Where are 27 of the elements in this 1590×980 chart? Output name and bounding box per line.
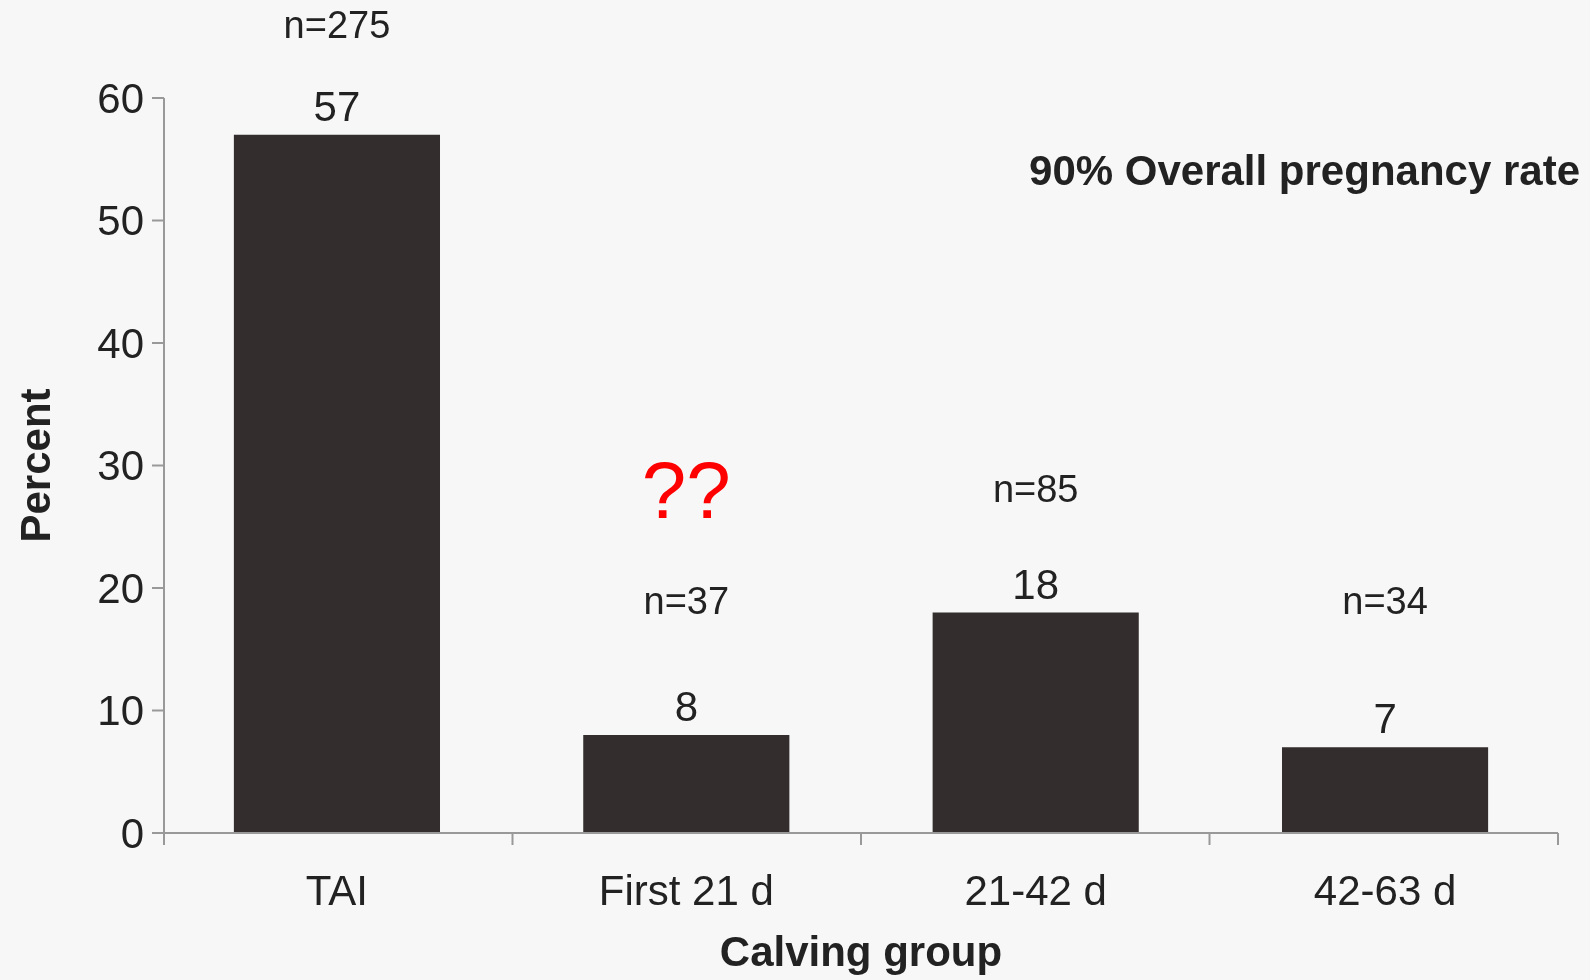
bar — [583, 735, 790, 833]
bar — [1281, 747, 1489, 833]
annotation: ?? — [641, 446, 731, 535]
y-tick-label: 10 — [97, 687, 144, 735]
y-tick-label: 0 — [120, 809, 144, 857]
data-label: 7 — [1373, 695, 1397, 743]
y-axis-title: Percent — [12, 388, 59, 543]
data-label: 18 — [1012, 560, 1060, 608]
bar — [233, 134, 441, 833]
x-axis-title: Calving group — [719, 928, 1003, 975]
x-tick-label: TAI — [305, 867, 369, 914]
x-tick-label: 21-42 d — [964, 867, 1107, 914]
annotation: n=34 — [1342, 580, 1428, 623]
annotation: n=37 — [643, 580, 730, 623]
data-label: 57 — [313, 82, 361, 130]
annotation: n=85 — [992, 468, 1079, 511]
y-tick-label: 30 — [97, 442, 144, 490]
y-tick-label: 60 — [97, 74, 144, 122]
annotation: 90% Overall pregnancy rate — [1029, 147, 1580, 194]
y-tick-label: 20 — [97, 564, 144, 612]
data-label: 8 — [674, 683, 698, 730]
x-tick-label: First 21 d — [598, 867, 774, 914]
x-tick-label: 42-63 d — [1313, 867, 1457, 914]
y-tick-label: 50 — [97, 197, 144, 245]
y-tick-label: 40 — [97, 319, 144, 367]
bar — [932, 612, 1139, 833]
text: n=275 — [283, 4, 391, 47]
